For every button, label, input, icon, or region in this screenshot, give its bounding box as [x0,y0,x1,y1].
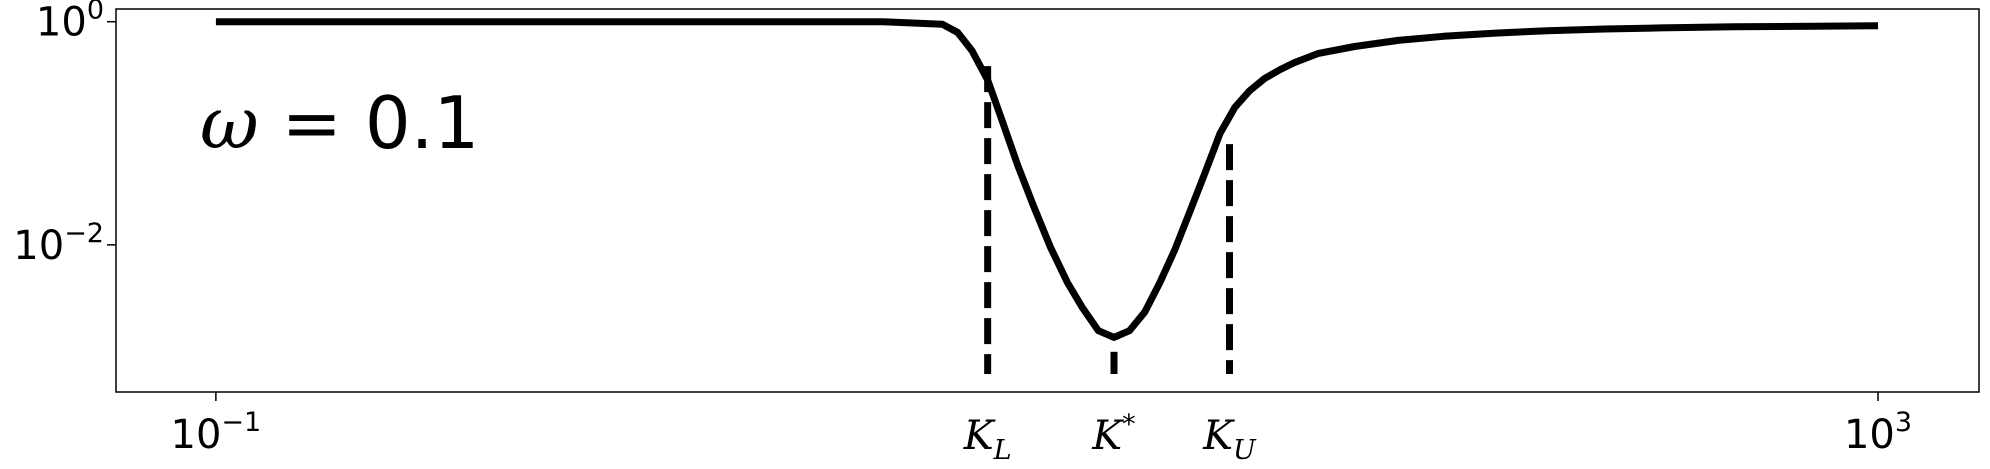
plot-frame [115,8,1980,393]
annotation-value: 0.1 [365,81,480,165]
marker-label-K_U: KU [1202,413,1257,466]
x-tick-label-0: 10−1 [171,407,262,458]
marker-lines [984,66,1233,374]
series-line [215,18,1879,341]
y-tick-label-0: 100 [36,0,104,46]
annotation-label: ω = 0.1 [200,81,479,165]
marker-label-K*: K* [1091,409,1135,459]
x-tick-label-1: 103 [1844,407,1912,458]
annotation-symbol: ω [200,81,259,165]
axis-ticks: KL K* KU 10−1 103 100 10−2 [13,0,1912,466]
y-tick-label-1: 10−2 [13,218,104,269]
marker-label-K_L: KL [963,413,1012,466]
annotation-equals: = [259,81,365,165]
